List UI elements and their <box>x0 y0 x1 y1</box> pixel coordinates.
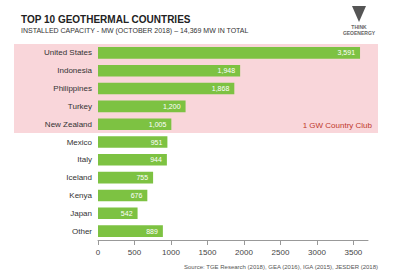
svg-text:1,200: 1,200 <box>163 103 181 110</box>
svg-text:0: 0 <box>96 248 101 257</box>
svg-text:2000: 2000 <box>235 248 253 257</box>
svg-text:889: 889 <box>146 228 158 235</box>
svg-text:THINK: THINK <box>351 24 367 30</box>
svg-text:Iceland: Iceland <box>66 173 92 182</box>
svg-text:New Zealand: New Zealand <box>45 120 92 129</box>
svg-text:Kenya: Kenya <box>69 191 92 200</box>
svg-text:1,948: 1,948 <box>218 67 236 74</box>
svg-text:755: 755 <box>136 174 148 181</box>
svg-text:Mexico: Mexico <box>67 138 93 147</box>
svg-text:3,591: 3,591 <box>338 49 356 56</box>
svg-text:Indonesia: Indonesia <box>57 66 92 75</box>
svg-text:United States: United States <box>44 48 92 57</box>
svg-text:1500: 1500 <box>199 248 217 257</box>
svg-text:GEOENERGY: GEOENERGY <box>343 30 376 36</box>
svg-text:Japan: Japan <box>70 209 92 218</box>
svg-text:2500: 2500 <box>272 248 290 257</box>
svg-text:1000: 1000 <box>162 248 180 257</box>
svg-text:Source: TGE Research (2018), G: Source: TGE Research (2018), GEA (2016),… <box>184 264 378 270</box>
svg-text:1 GW Country Club: 1 GW Country Club <box>303 121 373 130</box>
svg-text:500: 500 <box>128 248 142 257</box>
svg-text:944: 944 <box>150 156 162 163</box>
svg-text:951: 951 <box>151 139 163 146</box>
svg-text:3500: 3500 <box>345 248 363 257</box>
svg-text:Turkey: Turkey <box>68 102 92 111</box>
svg-text:Italy: Italy <box>77 155 92 164</box>
svg-text:542: 542 <box>121 210 133 217</box>
svg-text:1,005: 1,005 <box>149 121 167 128</box>
svg-text:676: 676 <box>131 192 143 199</box>
svg-text:1,868: 1,868 <box>212 85 230 92</box>
svg-text:INSTALLED CAPACITY - MW (OCTOB: INSTALLED CAPACITY - MW (OCTOBER 2018) –… <box>21 27 249 35</box>
svg-text:3000: 3000 <box>308 248 326 257</box>
svg-text:Philippines: Philippines <box>53 84 92 93</box>
svg-text:Other: Other <box>72 227 92 236</box>
svg-text:TOP 10 GEOTHERMAL COUNTRIES: TOP 10 GEOTHERMAL COUNTRIES <box>21 14 191 25</box>
